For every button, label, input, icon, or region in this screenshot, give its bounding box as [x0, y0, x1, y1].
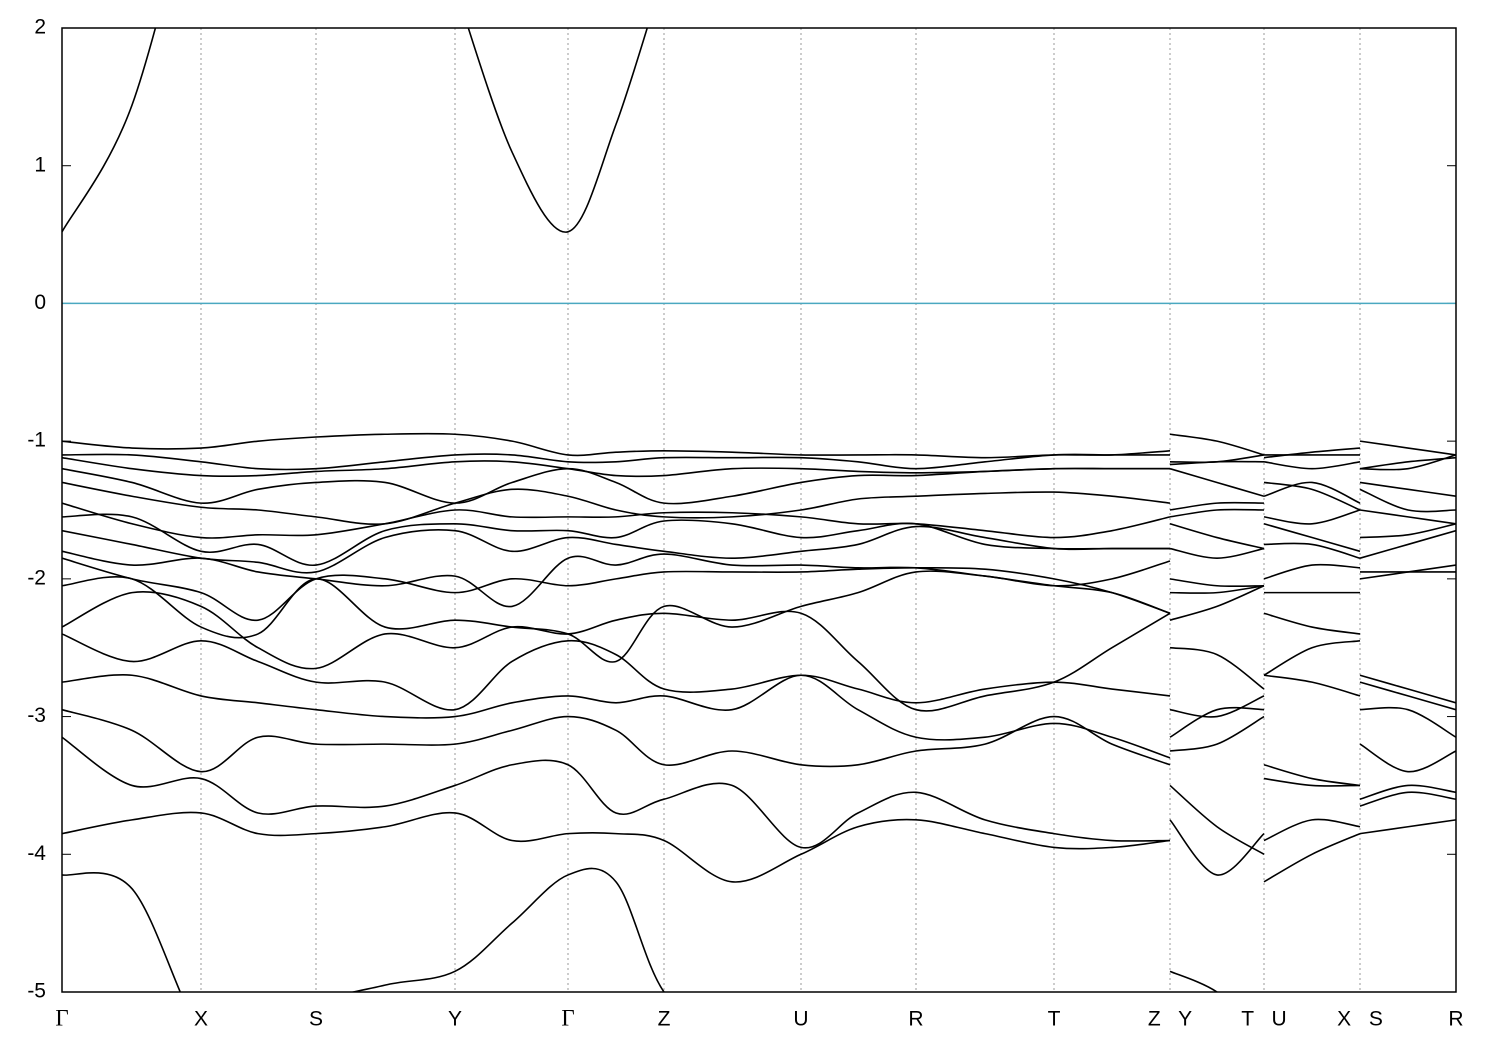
tick-labels: -5 -4 -3 -2 -1 0 1 2 Γ X S Y Γ Z U R T Z Y T U X S R	[27, 16, 1463, 1031]
band-line	[1263, 832, 1361, 883]
x-tick-label: R	[1448, 1008, 1463, 1031]
band-line	[62, 867, 666, 992]
y-tick-label: 1	[34, 153, 46, 176]
band-line	[1169, 819, 1265, 876]
band-line	[62, 502, 1171, 539]
band-line	[62, 557, 1171, 621]
band-line	[1169, 784, 1265, 855]
x-tick-label: S	[309, 1008, 323, 1031]
band-line	[1359, 509, 1456, 525]
band-line	[1359, 674, 1456, 704]
x-tick-label: Γ	[561, 1005, 574, 1030]
band-line	[1263, 461, 1361, 470]
x-tick-label: Z Y	[1148, 1008, 1192, 1031]
band-line	[1359, 784, 1456, 800]
band-line	[1263, 481, 1361, 504]
band-line	[1169, 547, 1265, 560]
y-tick-label: -1	[27, 429, 46, 452]
y-tick-label: -5	[27, 980, 46, 1003]
band-line	[1359, 440, 1456, 456]
band-line	[1359, 791, 1456, 807]
band-line	[1169, 715, 1265, 752]
band-line	[1169, 433, 1265, 456]
band-line	[1169, 970, 1219, 992]
band-line	[1169, 460, 1265, 466]
band-line	[1263, 674, 1361, 697]
x-tick-label: T	[1048, 1008, 1061, 1031]
band-line	[1359, 456, 1456, 470]
band-line	[1263, 447, 1361, 459]
band-line	[1263, 481, 1361, 511]
band-line	[1169, 585, 1265, 621]
band-line	[1169, 584, 1265, 594]
band-line	[1263, 777, 1361, 787]
band-line	[62, 811, 1171, 883]
band-line	[62, 467, 1170, 505]
band-line	[1263, 818, 1361, 842]
band-line	[62, 633, 1171, 711]
band-line	[62, 674, 1171, 759]
plot-frame	[61, 27, 1457, 993]
band-line	[1169, 501, 1265, 511]
x-tick-label: Γ	[55, 1005, 68, 1030]
band-line	[1169, 695, 1265, 718]
bands	[62, 28, 1456, 992]
band-line	[1263, 764, 1361, 787]
x-tick-label: R	[908, 1008, 923, 1031]
band-line	[1169, 706, 1265, 738]
band-line	[1263, 509, 1361, 525]
band-line	[62, 736, 1171, 849]
band-line	[1359, 488, 1456, 513]
band-line	[1169, 508, 1265, 518]
band-line	[62, 525, 1170, 574]
y-tick-label: -3	[27, 704, 46, 727]
y-tick-label: 2	[34, 16, 46, 39]
band-line	[1263, 542, 1361, 559]
band-line	[62, 708, 1171, 773]
x-tick-label: X S	[1337, 1008, 1383, 1031]
band-line	[1169, 523, 1265, 550]
band-line	[1359, 706, 1456, 738]
x-tick-label: T U	[1241, 1008, 1286, 1031]
y-tick-label: -4	[27, 842, 46, 865]
band-line	[1359, 522, 1456, 539]
band-line	[62, 481, 1171, 526]
x-tick-label: Y	[448, 1008, 462, 1031]
band-line	[1359, 481, 1456, 498]
band-line	[1359, 529, 1456, 559]
x-tick-label: U	[793, 1008, 808, 1031]
band-line	[467, 28, 649, 233]
band-line	[1169, 646, 1265, 690]
band-line	[1263, 563, 1361, 580]
band-line	[62, 432, 1171, 459]
band-line	[1359, 564, 1456, 580]
band-line	[1359, 681, 1456, 711]
band-line	[1169, 578, 1265, 588]
band-line	[62, 453, 1170, 471]
y-tick-label: 0	[34, 291, 46, 314]
x-tick-label: X	[194, 1008, 208, 1031]
y-tick-label: -2	[27, 566, 46, 589]
band-line	[1169, 467, 1265, 497]
band-line	[1359, 743, 1456, 773]
band-line	[1359, 819, 1456, 835]
band-line	[1263, 612, 1361, 635]
band-line	[62, 560, 1171, 663]
x-tick-label: Z	[658, 1008, 671, 1031]
band-line	[1263, 640, 1361, 676]
band-line	[1263, 523, 1361, 553]
band-line	[62, 513, 1170, 566]
band-line	[62, 591, 1171, 712]
band-line	[62, 28, 157, 233]
